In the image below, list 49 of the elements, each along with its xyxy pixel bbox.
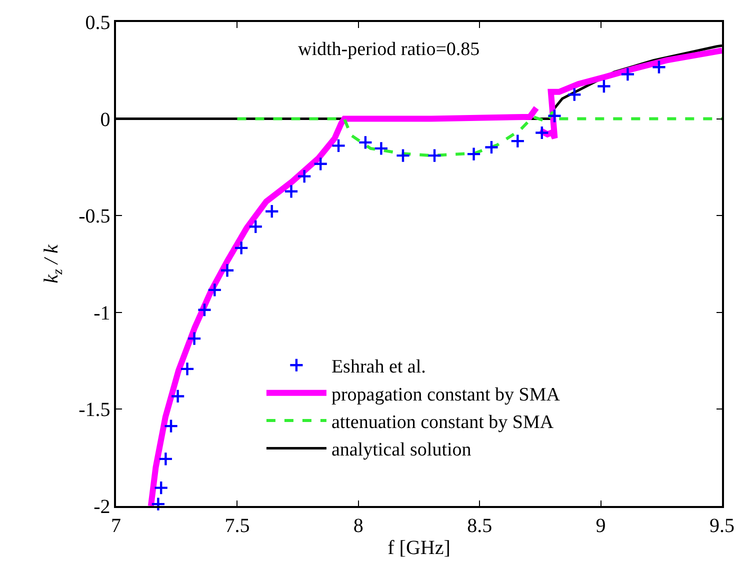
legend-label: analytical solution xyxy=(331,440,472,461)
point xyxy=(396,148,410,163)
y-tick-label: -1.5 xyxy=(78,399,110,422)
point xyxy=(358,135,373,150)
legend-label: propagation constant by SMA xyxy=(331,384,560,406)
point xyxy=(374,141,389,156)
point xyxy=(566,87,582,102)
point xyxy=(466,146,482,162)
point xyxy=(158,452,174,466)
line-series xyxy=(236,110,722,158)
point xyxy=(154,480,168,496)
point xyxy=(186,331,202,346)
point xyxy=(248,219,264,234)
point xyxy=(264,204,280,219)
point xyxy=(150,496,166,512)
point xyxy=(620,66,636,82)
point xyxy=(652,60,666,75)
point xyxy=(197,302,212,318)
point xyxy=(313,156,328,172)
annotation: width-period ratio=0.85 xyxy=(298,39,480,60)
point xyxy=(484,140,499,155)
y-tick-label: -1 xyxy=(94,302,110,324)
x-tick-label: 9.5 xyxy=(710,514,734,537)
point xyxy=(164,418,178,434)
point xyxy=(331,138,346,154)
y-tick-label: -0.5 xyxy=(78,206,110,228)
point xyxy=(284,184,299,199)
point xyxy=(534,125,550,140)
point xyxy=(547,108,562,124)
y-tick-label: -2 xyxy=(94,496,110,518)
point xyxy=(207,282,222,298)
x-tick-label: 7 xyxy=(111,514,121,537)
point xyxy=(510,134,526,148)
point xyxy=(234,240,249,256)
x-tick-label: 7.5 xyxy=(224,514,250,537)
legend-label: attenuation constant by SMA xyxy=(331,412,554,433)
point xyxy=(170,388,186,404)
point xyxy=(220,262,235,278)
point xyxy=(427,148,442,163)
x-axis-title: f [GHz] xyxy=(388,536,450,559)
point xyxy=(296,168,312,184)
legend-label: Eshrah et al. xyxy=(331,356,426,378)
x-tick-label: 9 xyxy=(596,514,606,537)
point xyxy=(180,362,195,376)
x-tick-label: 8.5 xyxy=(467,514,492,537)
y-tick-label: 0.5 xyxy=(85,12,110,34)
x-tick-label: 8 xyxy=(353,514,364,537)
point xyxy=(596,78,612,94)
y-tick-label: 0 xyxy=(100,108,110,131)
